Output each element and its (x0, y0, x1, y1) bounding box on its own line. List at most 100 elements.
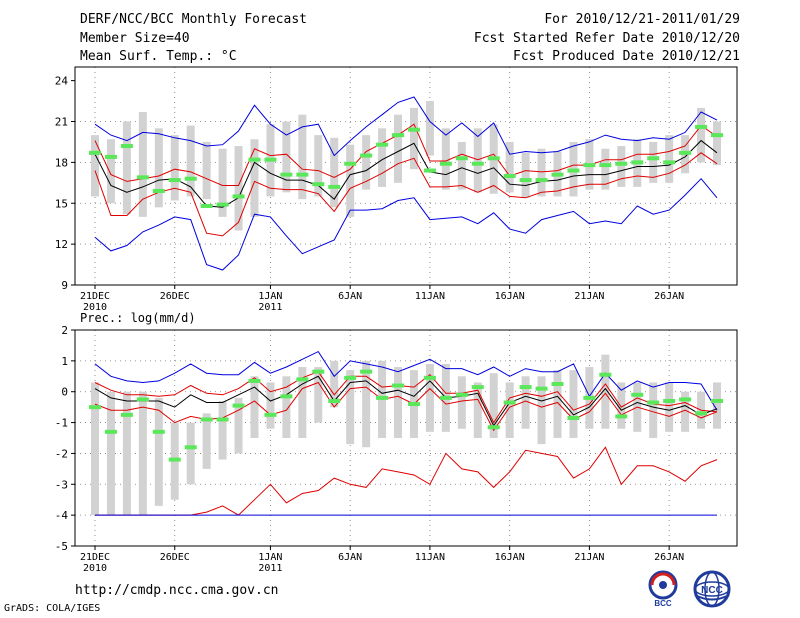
precipitation-ytick-label: 0 (61, 386, 68, 399)
precipitation-box (250, 376, 259, 438)
temperature-box (521, 152, 530, 198)
temperature-median-bar (551, 172, 564, 177)
precipitation-box (91, 382, 99, 516)
temperature-median-bar (152, 188, 165, 193)
precipitation-xtick-label: 26JAN (654, 552, 684, 563)
precipitation-xtick-label: 1JAN (258, 552, 282, 563)
precipitation-median-bar (136, 397, 149, 402)
precipitation-box (713, 382, 721, 429)
temperature-median-bar (296, 172, 309, 177)
temperature-median-bar (216, 202, 229, 207)
temperature-box (505, 141, 514, 193)
temperature-line-ensemble-mean (94, 139, 718, 208)
temperature-median-bar (647, 156, 660, 161)
temperature-box (234, 146, 243, 231)
precipitation-median-bar (104, 429, 117, 434)
precipitation-box (234, 397, 243, 454)
precipitation-line-ensemble-mean (94, 375, 718, 427)
precipitation-median-bar (647, 400, 660, 405)
temperature-median-bar (631, 160, 644, 165)
precipitation-box (425, 363, 434, 432)
temperature-median-bar (567, 168, 580, 173)
temperature-box (170, 135, 179, 201)
precipitation-box (138, 391, 147, 516)
temperature-median-bar (168, 178, 181, 183)
precipitation-box (569, 370, 578, 438)
precipitation-median-bar (280, 394, 293, 399)
precipitation-median-bar (360, 369, 373, 374)
temperature-box (537, 148, 546, 197)
precipitation-median-bar (455, 392, 468, 397)
precipitation-median-bar (312, 369, 325, 374)
precipitation-median-bar (503, 400, 516, 405)
temperature-median-bar (104, 154, 117, 159)
precipitation-median-bar (695, 411, 708, 416)
temperature-median-bar (376, 142, 389, 147)
bcc-logo: BCC (648, 570, 678, 608)
precipitation-box (266, 382, 275, 429)
precipitation-median-bar (168, 457, 181, 462)
temperature-box (202, 141, 211, 200)
temperature-box (713, 121, 721, 166)
precipitation-box (601, 354, 610, 429)
precipitation-box (617, 382, 626, 429)
temperature-median-bar (423, 168, 436, 173)
temperature-xtick-label: 6JAN (338, 291, 362, 302)
precipitation-median-bar (344, 375, 357, 380)
temperature-median-bar (615, 161, 628, 166)
precipitation-median-bar (631, 392, 644, 397)
precipitation-median-bar (200, 417, 213, 422)
precipitation-axis-label: Prec.: log(mm/d) (80, 311, 196, 325)
temperature-box (617, 146, 626, 187)
temperature-median-bar (519, 178, 532, 183)
ncc-logo: NCC (693, 570, 731, 608)
precipitation-ytick-label: -3 (55, 478, 68, 491)
precipitation-box (521, 376, 530, 429)
ncc-logo-text: NCC (701, 585, 723, 596)
temperature-median-bar (679, 150, 692, 155)
source-url[interactable]: http://cmdp.ncc.cma.gov.cn (75, 583, 279, 598)
precipitation-median-bar (535, 386, 548, 391)
precipitation-box (330, 360, 339, 408)
variable-label: Mean Surf. Temp.: °C (80, 49, 237, 64)
precipitation-box (122, 391, 131, 516)
temperature-median-bar (89, 150, 101, 155)
precipitation-box (202, 413, 211, 469)
temperature-line-spread-lower (94, 152, 718, 237)
precipitation-median-bar (663, 398, 676, 403)
temperature-xtick-year: 2011 (258, 302, 282, 313)
temperature-xtick-label: 1JAN (258, 291, 282, 302)
temperature-median-bar (695, 124, 708, 129)
temperature-ytick-label: 15 (55, 197, 68, 210)
precipitation-median-bar (89, 405, 101, 410)
temperature-ytick-label: 9 (61, 279, 68, 292)
precipitation-line-spread-lower (94, 381, 718, 432)
temperature-median-bar (232, 194, 245, 199)
temperature-box (457, 141, 466, 190)
precipitation-box (457, 376, 466, 429)
temperature-box (106, 139, 115, 204)
temperature-box (138, 111, 147, 217)
precipitation-median-bar (583, 395, 596, 400)
precipitation-box (282, 376, 291, 438)
precipitation-median-bar (407, 402, 420, 407)
temperature-box (665, 135, 674, 183)
temperature-median-bar (200, 203, 213, 208)
temperature-median-bar (503, 174, 516, 178)
precipitation-box (394, 367, 403, 438)
temperature-median-bar (535, 178, 548, 183)
precipitation-median-bar (376, 395, 389, 400)
temperature-box (154, 128, 163, 208)
temperature-box (250, 139, 259, 217)
precipitation-median-bar (248, 378, 261, 383)
precipitation-box (154, 397, 163, 506)
temperature-box (601, 148, 610, 190)
temperature-box (91, 135, 99, 197)
precipitation-median-bar (232, 403, 245, 408)
temperature-median-bar (360, 153, 373, 158)
precipitation-box (362, 360, 371, 448)
precipitation-median-bar (152, 429, 165, 434)
temperature-box (697, 107, 706, 163)
